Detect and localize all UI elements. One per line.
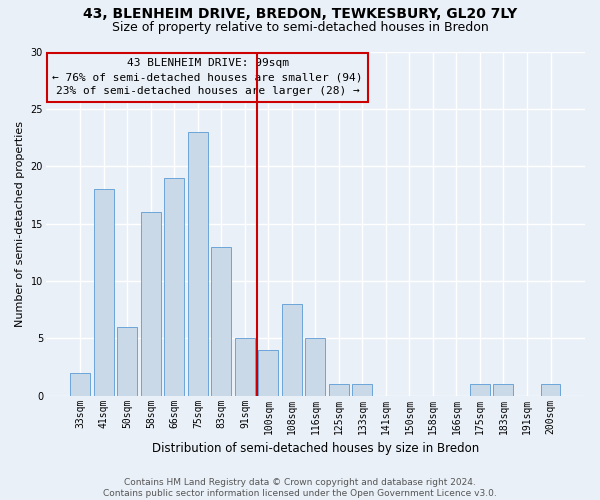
Text: Contains HM Land Registry data © Crown copyright and database right 2024.
Contai: Contains HM Land Registry data © Crown c… <box>103 478 497 498</box>
Bar <box>259 350 278 396</box>
Bar <box>141 212 161 396</box>
Bar <box>352 384 373 396</box>
Bar <box>305 338 325 396</box>
Text: 43, BLENHEIM DRIVE, BREDON, TEWKESBURY, GL20 7LY: 43, BLENHEIM DRIVE, BREDON, TEWKESBURY, … <box>83 8 517 22</box>
Bar <box>94 189 114 396</box>
Bar <box>164 178 184 396</box>
Y-axis label: Number of semi-detached properties: Number of semi-detached properties <box>15 120 25 326</box>
Text: Size of property relative to semi-detached houses in Bredon: Size of property relative to semi-detach… <box>112 21 488 34</box>
Bar <box>470 384 490 396</box>
Bar <box>188 132 208 396</box>
Bar <box>541 384 560 396</box>
Bar <box>493 384 514 396</box>
Bar <box>70 372 91 396</box>
Bar <box>235 338 255 396</box>
Bar <box>329 384 349 396</box>
Bar <box>211 246 232 396</box>
Text: 43 BLENHEIM DRIVE: 99sqm
← 76% of semi-detached houses are smaller (94)
23% of s: 43 BLENHEIM DRIVE: 99sqm ← 76% of semi-d… <box>52 58 363 96</box>
X-axis label: Distribution of semi-detached houses by size in Bredon: Distribution of semi-detached houses by … <box>152 442 479 455</box>
Bar <box>282 304 302 396</box>
Bar <box>118 327 137 396</box>
